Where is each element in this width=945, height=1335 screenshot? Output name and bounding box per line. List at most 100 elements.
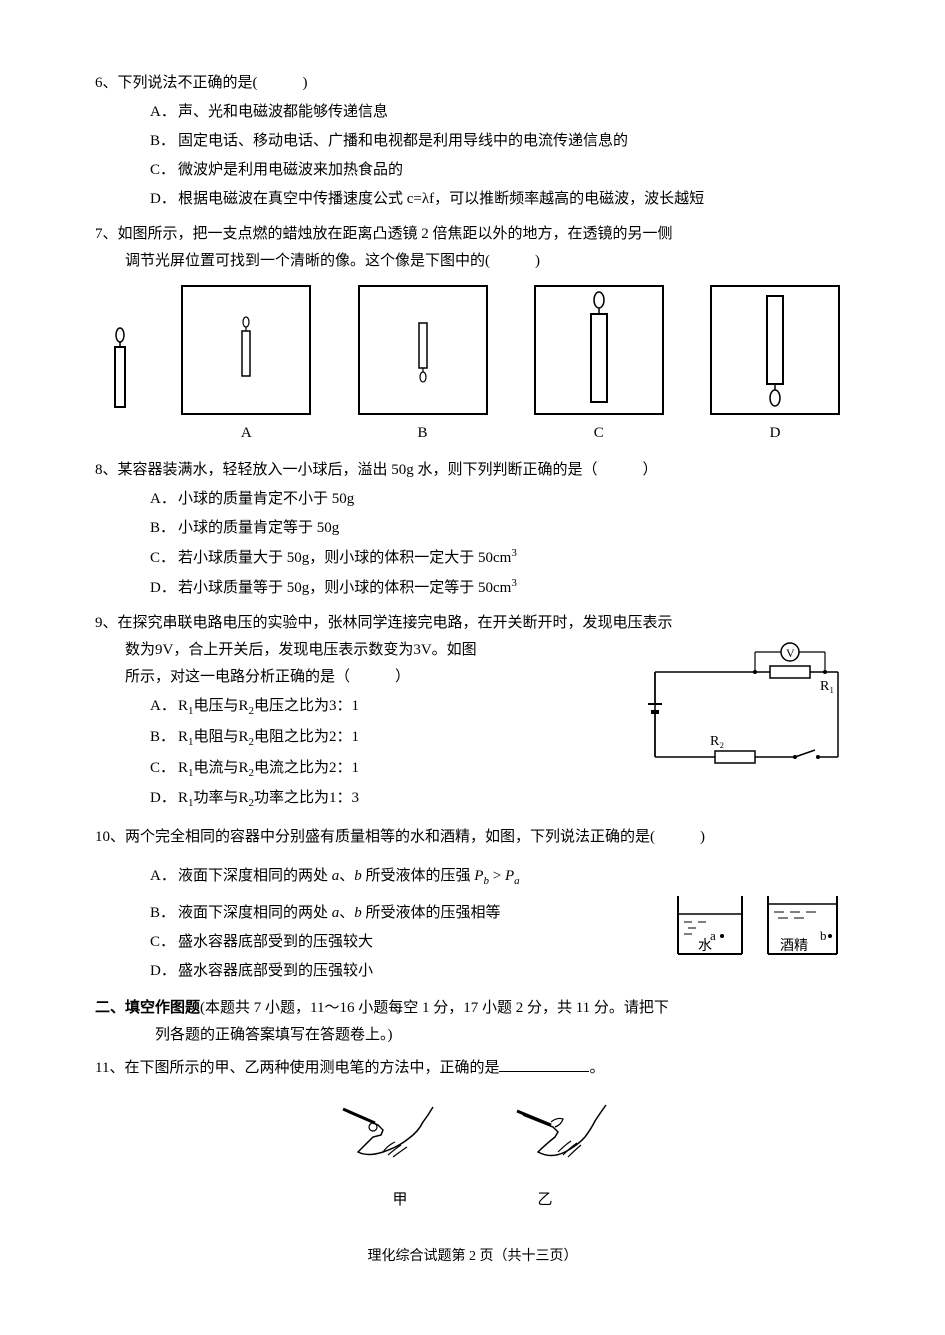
- q8-options: A．小球的质量肯定不小于 50g B．小球的质量肯定等于 50g C．若小球质量…: [95, 486, 850, 602]
- q8-opt-b-text: 小球的质量肯定等于 50g: [178, 520, 339, 536]
- q7-option-a-figure: [181, 285, 311, 415]
- q11-stem: 11、在下图所示的甲、乙两种使用测电笔的方法中，正确的是。: [95, 1055, 850, 1082]
- q7-option-c-figure: [534, 285, 664, 415]
- q10-b-mid1: 、: [339, 905, 354, 921]
- q10-c-text: 盛水容器底部受到的压强较大: [178, 934, 373, 950]
- q10-b-i2: b: [354, 905, 362, 921]
- q11-label-yi: 乙: [538, 1187, 553, 1214]
- circuit-r1-label: R₁: [820, 679, 834, 694]
- opt-label: A．: [150, 863, 178, 890]
- q11-stem-pre: 在下图所示的甲、乙两种使用测电笔的方法中，正确的是: [124, 1060, 499, 1076]
- q9-d-mid: 功率与R: [194, 790, 249, 806]
- opt-label: D．: [150, 958, 178, 985]
- q9-options: A．R1电压与R2电压之比为3：1 B．R1电阻与R2电阻之比为2：1 C．R1…: [95, 693, 625, 814]
- q8-opt-d-text: 若小球质量等于 50g，则小球的体积一定等于 50cm: [178, 580, 511, 596]
- opt-label: D．: [150, 785, 178, 812]
- q9-num: 9、: [95, 615, 118, 631]
- q8-stem: 8、某容器装满水，轻轻放入一小球后，溢出 50g 水，则下列判断正确的是（ ）: [95, 457, 850, 484]
- q9-c-post: 电流之比为2：1: [254, 760, 359, 776]
- q10-stem-text: 两个完全相同的容器中分别盛有质量相等的水和酒精，如图，下列说法正确的是( ): [125, 829, 705, 845]
- q10-a-mid2: 所受液体的压强: [362, 868, 475, 884]
- q10-a-sub2: a: [514, 875, 520, 887]
- section-2-rest: (本题共 7 小题，11～16 小题每空 1 分，17 小题 2 分，共 11 …: [200, 1000, 669, 1016]
- circuit-v-label: V: [786, 646, 795, 660]
- q9-stem-l1: 在探究串联电路电压的实验中，张林同学连接完电路，在开关断开时，发现电压表示: [118, 615, 673, 631]
- q6-opt-c-text: 微波炉是利用电磁波来加热食品的: [178, 162, 403, 178]
- q6-stem-text: 下列说法不正确的是( ): [118, 75, 308, 91]
- circuit-r2-label: R₂: [710, 734, 724, 749]
- q7-num: 7、: [95, 226, 118, 242]
- q10-a-gt: >: [489, 868, 505, 884]
- q10-a-i2: b: [354, 868, 362, 884]
- q11-label-row: 甲 乙: [95, 1187, 850, 1214]
- q6-opt-a: A．声、光和电磁波都能够传递信息: [150, 99, 850, 126]
- question-6: 6、下列说法不正确的是( ) A．声、光和电磁波都能够传递信息 B．固定电话、移…: [95, 70, 850, 213]
- q10-options: A．液面下深度相同的两处 a、b 所受液体的压强 Pb > Pa B．液面下深度…: [95, 863, 655, 985]
- q8-num: 8、: [95, 462, 118, 478]
- q9-circuit-diagram: R₁ R₂ V: [640, 642, 850, 782]
- opt-label: A．: [150, 486, 178, 513]
- q10-opt-d: D．盛水容器底部受到的压强较小: [150, 958, 655, 985]
- q6-opt-c: C．微波炉是利用电磁波来加热食品的: [150, 157, 850, 184]
- q8-stem-text: 某容器装满水，轻轻放入一小球后，溢出 50g 水，则下列判断正确的是（ ）: [118, 462, 658, 478]
- q10-num: 10、: [95, 829, 125, 845]
- q9-b-mid: 电阻与R: [194, 729, 249, 745]
- q6-options: A．声、光和电磁波都能够传递信息 B．固定电话、移动电话、广播和电视都是利用导线…: [95, 99, 850, 213]
- q9-opt-b: B．R1电阻与R2电阻之比为2：1: [150, 724, 625, 753]
- q9-a-mid: 电压与R: [194, 698, 249, 714]
- opt-label: A．: [150, 99, 178, 126]
- opt-label: B．: [150, 515, 178, 542]
- q8-opt-a-text: 小球的质量肯定不小于 50g: [178, 491, 354, 507]
- q10-opt-c: C．盛水容器底部受到的压强较大: [150, 929, 655, 956]
- opt-label: D．: [150, 575, 178, 602]
- q11-hand-yi: [503, 1097, 613, 1182]
- q7-label-orig: [105, 420, 135, 447]
- beaker-alcohol-label: 酒精: [780, 938, 808, 954]
- q9-b-post: 电阻之比为2：1: [254, 729, 359, 745]
- q8-opt-d: D．若小球质量等于 50g，则小球的体积一定等于 50cm3: [150, 574, 850, 602]
- q8-opt-c: C．若小球质量大于 50g，则小球的体积一定大于 50cm3: [150, 544, 850, 572]
- q6-opt-b: B．固定电话、移动电话、广播和电视都是利用导线中的电流传递信息的: [150, 128, 850, 155]
- q10-opt-b: B．液面下深度相同的两处 a、b 所受液体的压强相等: [150, 900, 655, 927]
- q7-label-d: D: [710, 420, 840, 447]
- opt-label: C．: [150, 755, 178, 782]
- q7-label-row: A B C D: [95, 420, 850, 447]
- q8-opt-c-sup: 3: [511, 547, 517, 559]
- question-10: 10、两个完全相同的容器中分别盛有质量相等的水和酒精，如图，下列说法正确的是( …: [95, 824, 850, 987]
- opt-label: B．: [150, 900, 178, 927]
- q7-option-b-figure: [358, 285, 488, 415]
- opt-label: C．: [150, 545, 178, 572]
- section-2-line2: 列各题的正确答案填写在答题卷上。): [95, 1022, 850, 1049]
- section-2-header: 二、填空作图题(本题共 7 小题，11～16 小题每空 1 分，17 小题 2 …: [95, 995, 850, 1022]
- opt-label: B．: [150, 128, 178, 155]
- q7-candle-original: [105, 325, 135, 415]
- q10-stem: 10、两个完全相同的容器中分别盛有质量相等的水和酒精，如图，下列说法正确的是( …: [95, 824, 850, 851]
- q10-text-block: A．液面下深度相同的两处 a、b 所受液体的压强 Pb > Pa B．液面下深度…: [95, 851, 655, 987]
- opt-label: D．: [150, 186, 178, 213]
- q11-num: 11、: [95, 1060, 124, 1076]
- q9-text-block: 数为9V，合上开关后，发现电压表示数变为3V。如图 所示，对这一电路分析正确的是…: [95, 637, 625, 816]
- q9-stem-l1-wrap: 9、在探究串联电路电压的实验中，张林同学连接完电路，在开关断开时，发现电压表示: [95, 610, 850, 637]
- q9-stem-l3: 所示，对这一电路分析正确的是（ ）: [95, 664, 625, 691]
- q9-opt-c: C．R1电流与R2电流之比为2：1: [150, 755, 625, 784]
- q7-stem-l1: 如图所示，把一支点燃的蜡烛放在距离凸透镜 2 倍焦距以外的地方，在透镜的另一侧: [118, 226, 673, 242]
- q9-d-pre: R: [178, 790, 188, 806]
- question-9: 9、在探究串联电路电压的实验中，张林同学连接完电路，在开关断开时，发现电压表示 …: [95, 610, 850, 816]
- q8-opt-d-sup: 3: [511, 577, 517, 589]
- question-8: 8、某容器装满水，轻轻放入一小球后，溢出 50g 水，则下列判断正确的是（ ） …: [95, 457, 850, 602]
- q10-a-pre: 液面下深度相同的两处: [178, 868, 332, 884]
- q9-c-mid: 电流与R: [194, 760, 249, 776]
- opt-label: C．: [150, 929, 178, 956]
- q7-label-b: B: [358, 420, 488, 447]
- q6-stem: 6、下列说法不正确的是( ): [95, 70, 850, 97]
- question-7: 7、如图所示，把一支点燃的蜡烛放在距离凸透镜 2 倍焦距以外的地方，在透镜的另一…: [95, 221, 850, 447]
- q6-opt-a-text: 声、光和电磁波都能够传递信息: [178, 104, 388, 120]
- q7-label-c: C: [534, 420, 664, 447]
- q10-a-mid1: 、: [339, 868, 354, 884]
- opt-label: B．: [150, 724, 178, 751]
- opt-label: C．: [150, 157, 178, 184]
- section-2-title: 二、填空作图题: [95, 1000, 200, 1016]
- q8-opt-c-text: 若小球质量大于 50g，则小球的体积一定大于 50cm: [178, 550, 511, 566]
- q7-stem-l2: 调节光屏位置可找到一个清晰的像。这个像是下图中的( ): [95, 248, 850, 275]
- q10-d-text: 盛水容器底部受到的压强较小: [178, 963, 373, 979]
